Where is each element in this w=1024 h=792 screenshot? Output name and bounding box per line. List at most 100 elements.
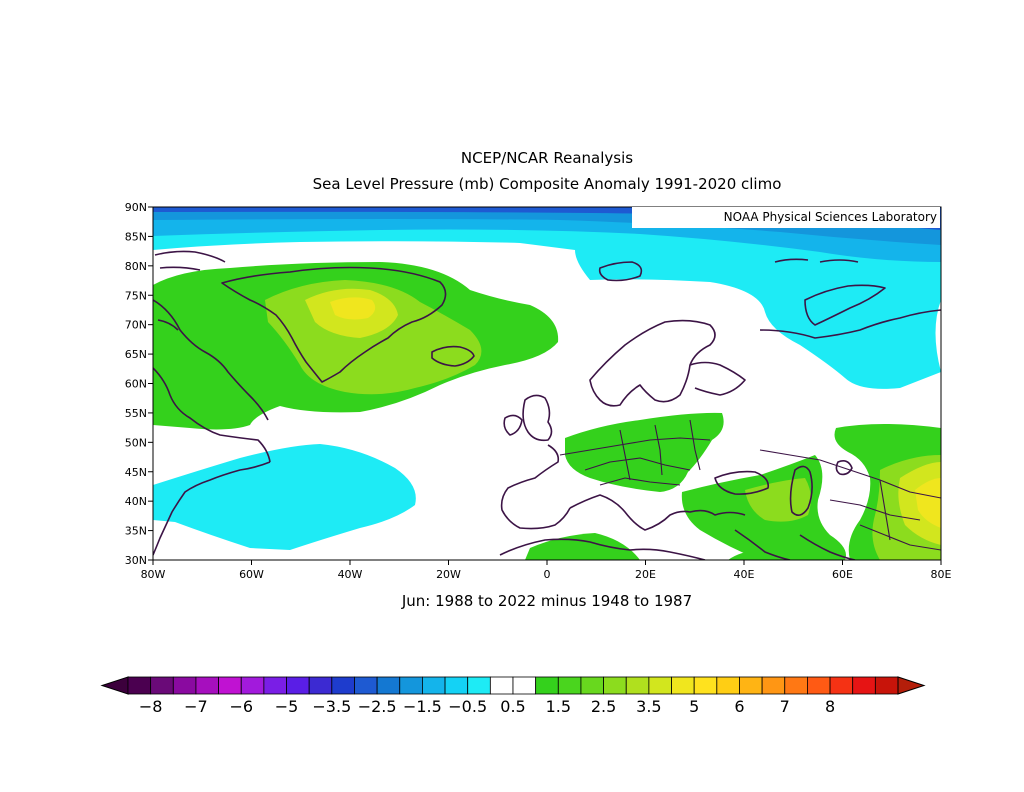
colorbar-swatch: [172, 676, 197, 695]
colorbar-end-right: [897, 676, 926, 695]
coast-us-east: [153, 461, 271, 556]
lat-tick-label: 70N: [125, 319, 147, 332]
lat-tick-label: 50N: [125, 436, 147, 449]
colorbar-swatch: [852, 676, 876, 695]
colorbar-swatch: [422, 676, 446, 695]
colorbar-swatch: [240, 676, 265, 695]
colorbar-swatch: [399, 676, 423, 695]
lon-tick-label: 0: [544, 568, 551, 581]
anomaly-africa-east-green: [728, 551, 772, 560]
colorbar-swatch: [376, 676, 401, 695]
colorbar-swatch: [444, 676, 469, 695]
colorbar-swatch: [874, 676, 899, 695]
lon-tick-label: 80E: [931, 568, 952, 581]
colorbar-label: −2.5: [358, 697, 397, 716]
colorbar-label: 5: [689, 697, 699, 716]
colorbar-swatch: [331, 676, 355, 695]
colorbar-label: 7: [780, 697, 790, 716]
lat-tick-label: 90N: [125, 201, 147, 214]
coast-black-sea: [714, 470, 770, 495]
colorbar-label: −7: [184, 697, 208, 716]
colorbar-swatch: [286, 676, 310, 695]
lat-tick-label: 30N: [125, 554, 147, 567]
colorbar-swatch: [739, 676, 763, 695]
coast-arabia: [734, 529, 856, 560]
lat-tick-label: 65N: [125, 348, 147, 361]
lat-tick-label: 60N: [125, 378, 147, 391]
colorbar-end-left: [100, 676, 129, 695]
coast-scandinavia: [589, 319, 716, 407]
colorbar-label: −5: [275, 697, 299, 716]
colorbar-swatch: [467, 676, 491, 695]
lon-tick-label: 40E: [734, 568, 755, 581]
credit-label: NOAA Physical Sciences Laboratory: [724, 210, 937, 224]
colorbar-swatch: [716, 676, 740, 695]
colorbar-labels: −8 −7 −6 −5 −3.5 −2.5 −1.5 −0.5 0.5 1.5 2.5 3.5 5 6 7 8: [139, 697, 835, 716]
colorbar-swatch: [829, 676, 854, 695]
colorbar-swatch: [580, 676, 604, 695]
lon-tick-label: 60E: [832, 568, 853, 581]
lon-tick-label: 20W: [436, 568, 461, 581]
lon-tick-label: 60W: [239, 568, 264, 581]
coast-britain: [522, 394, 553, 442]
colorbar-label: 8: [825, 697, 835, 716]
coast-svalbard: [598, 261, 643, 282]
coast-finland: [689, 361, 746, 396]
colorbar-swatch: [693, 676, 718, 695]
anomaly-greenland-gold: [330, 297, 376, 320]
colorbar-label: −8: [139, 697, 163, 716]
colorbar-label: −0.5: [448, 697, 487, 716]
colorbar-swatch: [127, 676, 152, 695]
colorbar-swatch: [512, 676, 537, 695]
coast-canada-islands: [154, 250, 226, 331]
colorbar-swatch: [557, 676, 582, 695]
title-line-2: Sea Level Pressure (mb) Composite Anomal…: [313, 175, 782, 193]
colorbar-label: 6: [734, 697, 744, 716]
colorbar-label: 2.5: [591, 697, 616, 716]
lat-tick-label: 85N: [125, 230, 147, 243]
lat-tick-label: 45N: [125, 466, 147, 479]
colorbar-label: 1.5: [546, 697, 571, 716]
anomaly-asia-gold: [915, 478, 941, 528]
lon-tick-label: 20E: [635, 568, 656, 581]
colorbar-label: −1.5: [403, 697, 442, 716]
colorbar-swatch: [761, 676, 786, 695]
colorbar-label: −3.5: [312, 697, 351, 716]
longitude-axis: 80W 60W 40W 20W 0 20E 40E 60E 80E: [141, 560, 952, 581]
lat-tick-label: 40N: [125, 495, 147, 508]
colorbar-label: −6: [229, 697, 253, 716]
latitude-axis: 90N 85N 80N 75N 70N 65N 60N 55N 50N 45N 40N 35N 30N: [125, 201, 153, 567]
coast-novaya-zemlya: [804, 284, 886, 326]
title-line-1: NCEP/NCAR Reanalysis: [461, 149, 633, 167]
colorbar-swatch: [625, 676, 650, 695]
lat-tick-label: 55N: [125, 407, 147, 420]
coast-north-africa: [499, 538, 706, 560]
credit-box: [632, 207, 940, 228]
colorbar-swatch: [784, 676, 808, 695]
colorbar-swatch: [671, 676, 695, 695]
colorbar-swatch: [195, 676, 219, 695]
colorbar-swatch: [603, 676, 627, 695]
colorbar-swatch: [807, 676, 831, 695]
lon-tick-label: 40W: [338, 568, 363, 581]
coast-iceland: [431, 345, 475, 367]
coast-labrador: [153, 367, 271, 463]
coast-west-europe: [500, 444, 571, 530]
borders-europe: [559, 419, 711, 486]
colorbar-swatch: [648, 676, 672, 695]
colorbar-swatch: [535, 676, 559, 695]
subtitle: Jun: 1988 to 2022 minus 1948 to 1987: [401, 592, 692, 610]
colorbar-swatch: [308, 676, 333, 695]
coast-greenland: [221, 266, 447, 383]
colorbar: [100, 676, 926, 695]
anomaly-atlantic-cyan: [153, 444, 416, 550]
colorbar-swatch: [263, 676, 287, 695]
colorbar-swatch: [489, 676, 514, 695]
map-area: [153, 207, 941, 560]
colorbar-label: 0.5: [500, 697, 525, 716]
coast-caspian: [789, 465, 813, 516]
coast-mediterranean-north: [569, 494, 746, 531]
anomaly-europe-green: [565, 412, 724, 492]
colorbar-swatch: [218, 676, 242, 695]
